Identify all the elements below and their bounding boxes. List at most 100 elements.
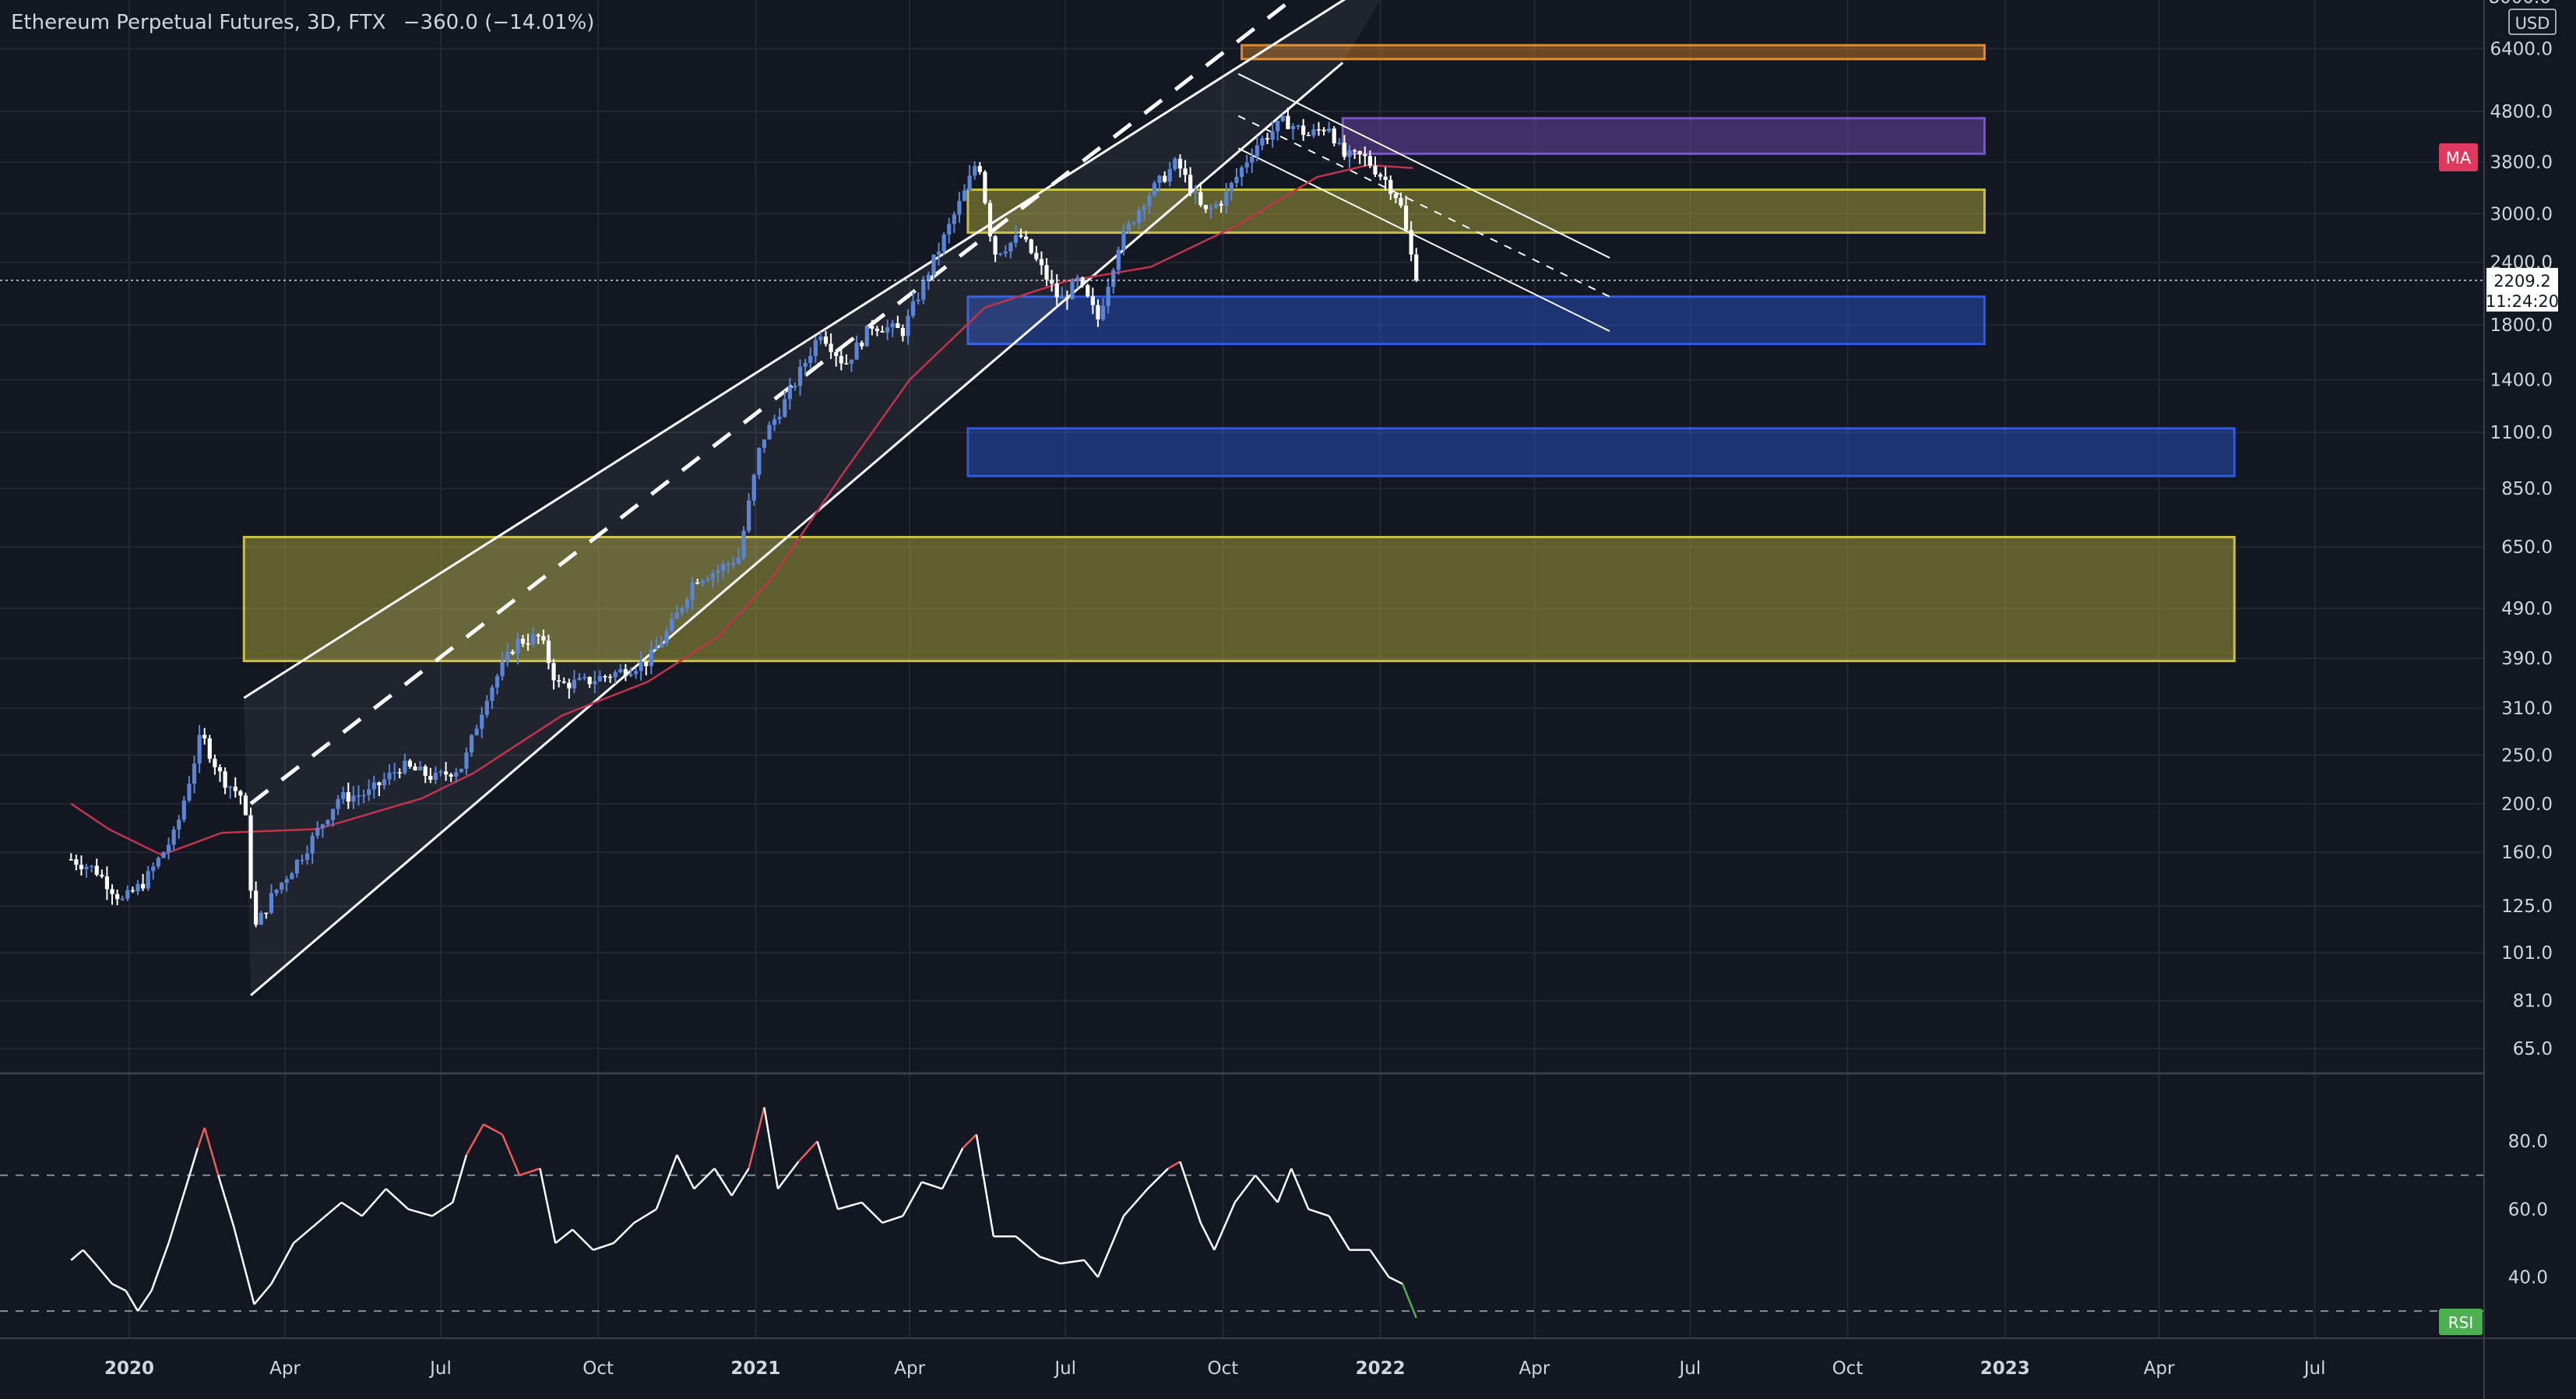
rsi-segment (82, 1249, 96, 1264)
time-axis-label: 2021 (730, 1358, 780, 1379)
candle-body (1193, 192, 1198, 194)
candle-body (1286, 115, 1290, 129)
rsi-segment (1388, 1276, 1403, 1285)
candle-body (936, 251, 941, 255)
ma-badge (2439, 143, 2478, 171)
rsi-segment (1083, 1259, 1099, 1278)
rsi-segment (730, 1168, 750, 1196)
candle-body (983, 171, 987, 203)
candle-body (921, 279, 926, 300)
candle-body (684, 599, 690, 608)
zone-box (966, 427, 2236, 477)
candle-body (146, 871, 150, 889)
candle-body (721, 564, 726, 571)
candle-body (1044, 265, 1049, 280)
candle-body (361, 795, 366, 797)
rsi-segment (902, 1181, 923, 1217)
candle-body (1019, 235, 1023, 237)
time-axis-label: 2022 (1356, 1358, 1406, 1379)
candle-body (1003, 251, 1008, 254)
rsi-tick-label: 80.0 (2508, 1132, 2548, 1152)
candle-body (567, 682, 572, 689)
candle-body (839, 356, 843, 364)
candle-body (1332, 129, 1336, 143)
candle-body (628, 674, 633, 676)
rsi-pane (70, 1107, 1417, 1319)
candle-body (906, 315, 910, 337)
time-axis-label: Oct (1208, 1358, 1239, 1379)
rsi-segment (554, 1228, 574, 1244)
time-axis-label: Apr (2144, 1358, 2175, 1379)
candle-body (1311, 129, 1316, 136)
candle-body (890, 323, 895, 328)
candle-body (90, 865, 94, 868)
candle-body (618, 669, 623, 672)
rsi-segment (539, 1168, 557, 1244)
candle-body (130, 890, 135, 892)
candle-body (1188, 174, 1193, 194)
candle-body (443, 771, 449, 775)
currency-label: USD (2515, 14, 2550, 33)
candle-body (1075, 277, 1080, 282)
candle-body (326, 819, 330, 825)
candle-body (418, 766, 423, 770)
candle-body (1321, 129, 1326, 132)
candle-body (695, 582, 700, 584)
candle-body (74, 859, 79, 865)
time-axis-label: Oct (582, 1358, 614, 1379)
rsi-segment (465, 1123, 485, 1156)
candle-body (1239, 167, 1244, 178)
rsi-segment (150, 1242, 170, 1292)
candle-body (777, 417, 782, 420)
rsi-segment (1213, 1202, 1236, 1251)
candle-body (849, 359, 854, 364)
zone-box (966, 188, 1986, 234)
rsi-badge-label: RSI (2448, 1313, 2474, 1332)
price-tick-label: 3800.0 (2490, 153, 2553, 173)
rsi-segment (136, 1290, 153, 1312)
ma-badge-label: MA (2446, 149, 2472, 167)
rsi-segment (776, 1161, 800, 1189)
candle-body (597, 676, 602, 682)
candle-body (787, 386, 792, 400)
rsi-segment (941, 1147, 964, 1189)
candle-body (1163, 175, 1167, 182)
candle-body (896, 323, 900, 329)
zone-box (1341, 117, 1986, 155)
time-axis-label: 2023 (1980, 1358, 2030, 1379)
candle-body (813, 340, 818, 356)
price-tick-top: 8000.0 (2489, 0, 2551, 8)
candle-body (587, 677, 592, 685)
rsi-segment (293, 1221, 318, 1244)
candle-body (274, 890, 279, 893)
candle-body (910, 301, 916, 316)
candle-body (829, 344, 833, 353)
candle-body (772, 419, 777, 425)
candle-body (1276, 121, 1280, 132)
candle-body (1008, 242, 1013, 252)
rsi-segment (1015, 1235, 1041, 1258)
candle-body (541, 636, 546, 641)
price-tick-label: 101.0 (2501, 943, 2553, 964)
rsi-segment (860, 1201, 883, 1224)
candle-body (582, 677, 587, 678)
price-tick-label: 250.0 (2501, 745, 2553, 766)
candle-body (433, 773, 438, 780)
rsi-segment (452, 1154, 468, 1203)
moving-average (70, 164, 1413, 857)
rsi-segment (975, 1134, 995, 1237)
candle-body (947, 224, 952, 235)
candle-body (254, 890, 259, 925)
candle-body (1096, 305, 1100, 320)
candle-body (860, 342, 864, 347)
rsi-segment (572, 1228, 594, 1251)
candle-body (480, 714, 484, 729)
candle-body (1209, 207, 1213, 210)
candle-body (423, 766, 428, 776)
candle-body (1086, 285, 1090, 297)
candle-body (213, 759, 217, 767)
candle-body (706, 579, 710, 581)
rsi-segment (125, 1290, 139, 1312)
candle-body (1347, 150, 1352, 157)
